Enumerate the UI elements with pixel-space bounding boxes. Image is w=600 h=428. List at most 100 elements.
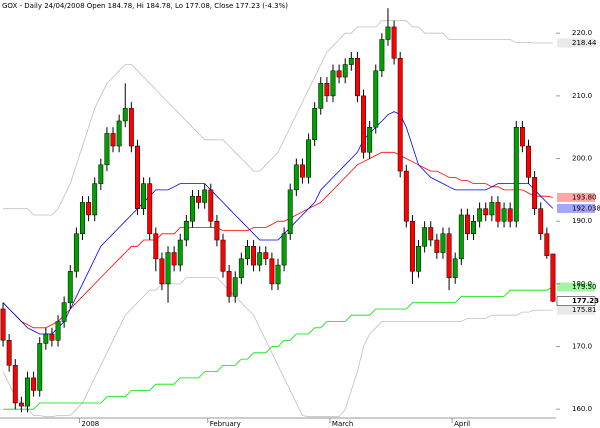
candle-body [330,70,336,97]
candle-body [220,239,226,272]
candle-body [422,227,428,247]
indicator-line [3,20,553,216]
candle-body [245,246,250,260]
candle-body [159,258,165,285]
candle-body [18,402,24,407]
candle-body [281,233,287,266]
y-tick-label: 220.0 [572,29,592,37]
indicator-label-box [557,282,595,292]
candle-body [318,83,324,109]
y-tick-label: 180.0 [572,280,592,288]
candle-body [147,183,153,235]
candle-body [324,83,330,97]
indicator-label: 179.50 [572,283,597,291]
candle-body [397,58,403,172]
candle-body [257,252,263,266]
candle-body [458,214,464,260]
candle-body [471,220,476,235]
candle-body [416,246,421,272]
candle-body [98,164,104,184]
candle-body [6,340,12,366]
candle-body [25,377,30,407]
candle-body [73,233,79,272]
candle-body [122,108,128,122]
indicator-label-box [557,38,595,48]
candle-body [489,202,495,216]
candle-body [495,202,501,222]
candle-body [116,120,122,147]
candle-body [452,258,458,278]
candle-body [190,195,195,222]
candle-body [135,145,140,209]
candle-body [238,258,244,278]
x-tick-label: 2008 [81,420,99,428]
candle-body [409,220,415,272]
candle-body [0,308,6,341]
candle-body [177,239,183,266]
candle-body [43,333,49,344]
candle-body [226,271,232,297]
candle-body [538,208,544,235]
indicator-line [2,151,553,329]
indicator-label: 192.038 [572,204,600,212]
candle-body [342,64,348,78]
indicator-label-box [557,203,595,213]
candle-body [153,233,159,260]
candle-body [55,321,61,341]
indicator-label-box [557,305,595,315]
candle-body [37,343,43,391]
candle-body [501,208,507,222]
candle-body [440,233,446,253]
candle-body [183,220,189,241]
candle-body [80,202,85,235]
candle-body [104,133,110,166]
candle-body [385,26,391,40]
candle-body [49,333,55,341]
candle-body [92,183,98,216]
candle-body [263,252,269,260]
candle-body [513,126,519,222]
candle-body [544,233,550,256]
candle-body [202,189,208,203]
candle-body [165,252,171,285]
candle-body [171,252,177,266]
indicator-label: 193.80 [572,193,597,201]
x-tick-label: April [454,420,470,428]
candle-body [526,145,531,178]
candle-body [477,208,483,222]
candle-body [287,189,293,235]
x-tick-label: March [332,420,353,428]
candle-body [67,271,73,303]
candle-body [483,208,489,216]
candle-body [348,58,354,65]
candle-body [507,208,513,222]
indicator-line [3,286,554,410]
candle-body [428,227,434,241]
candle-body [86,202,92,216]
candle-body [141,183,147,209]
candle-body [293,164,299,191]
candle-body [251,246,257,266]
candle-body [312,108,318,141]
candle-body [532,177,538,209]
y-tick-label: 160.0 [572,405,592,413]
y-tick-label: 170.0 [572,343,592,351]
candle-body [306,139,311,178]
indicator-label: 218.44 [572,39,597,47]
candle-body [403,170,409,222]
candle-body [354,58,360,97]
candle-body [434,239,440,253]
candle-body [373,70,379,128]
candle-body [550,253,556,302]
candle-body [361,95,366,153]
indicator-line [2,277,553,418]
indicator-label-box [557,192,595,202]
candle-body [31,377,37,391]
indicator-line [2,111,554,335]
candle-body [110,133,116,147]
candle-body [269,258,275,285]
candle-body [208,189,214,222]
candle-body [367,126,373,153]
candle-body [519,126,525,147]
